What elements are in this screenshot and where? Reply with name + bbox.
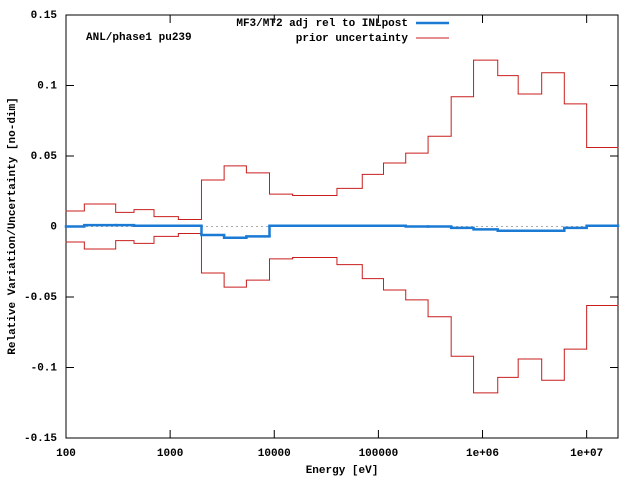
- x-tick-label: 1000: [157, 448, 183, 460]
- y-tick-label: 0.05: [31, 151, 58, 163]
- x-tick-label: 10000: [258, 448, 291, 460]
- x-tick-label: 100: [56, 448, 76, 460]
- x-tick-label: 100000: [359, 448, 399, 460]
- y-tick-label: 0.1: [37, 80, 57, 92]
- y-tick-label: -0.1: [31, 362, 58, 374]
- y-tick-label: 0: [50, 221, 57, 233]
- legend-label: MF3/MT2 adj rel to INLpost: [236, 18, 408, 30]
- legend-label: prior uncertainty: [296, 33, 409, 45]
- x-tick-label: 1e+06: [466, 448, 499, 460]
- y-tick-label: -0.05: [24, 292, 57, 304]
- y-tick-label: -0.15: [24, 433, 57, 445]
- annotation: ANL/phase1 pu239: [86, 32, 192, 44]
- y-tick-label: 0.15: [31, 10, 58, 22]
- x-tick-label: 1e+07: [570, 448, 603, 460]
- x-axis-label: Energy [eV]: [306, 465, 379, 477]
- y-axis-label: Relative Variation/Uncertainty [no-dim]: [7, 97, 19, 354]
